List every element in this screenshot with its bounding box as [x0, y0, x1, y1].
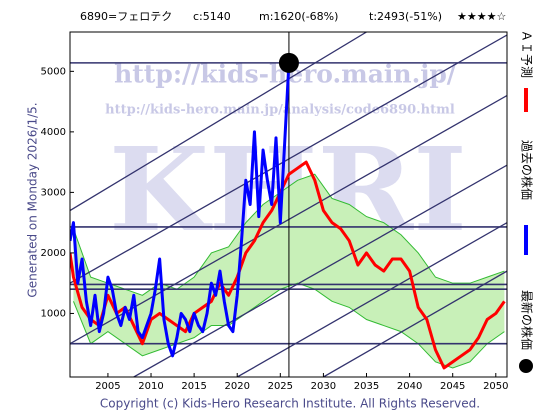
- legend-swatch: [519, 359, 533, 373]
- title-rating: ★★★★☆: [457, 10, 506, 23]
- x-tick-label: 2045: [440, 381, 465, 392]
- x-tick-label: 2040: [397, 381, 422, 392]
- x-tick-label: 2015: [181, 381, 206, 392]
- y-tick-label: 2000: [41, 248, 66, 259]
- trend-line: [236, 222, 507, 377]
- series-line: [70, 62, 291, 358]
- x-tick-label: 2050: [483, 381, 508, 392]
- generated-date: Generated on Monday 2026/1/5.: [26, 102, 40, 297]
- x-tick-label: 2005: [95, 381, 120, 392]
- x-tick-label: 2010: [138, 381, 163, 392]
- x-tick-label: 2025: [268, 381, 293, 392]
- title-current: c:5140: [193, 10, 231, 23]
- title-median: m:1620(-68%): [259, 10, 338, 23]
- x-tick-label: 2035: [354, 381, 379, 392]
- legend-label: 最新の株価: [520, 290, 535, 350]
- plot-area: [70, 32, 507, 377]
- y-tick-label: 4000: [41, 127, 66, 138]
- trend-line: [70, 32, 367, 212]
- copyright: Copyright (c) Kids-Hero Research Institu…: [100, 397, 480, 411]
- y-tick-label: 1000: [41, 308, 66, 319]
- x-tick-label: 2020: [224, 381, 249, 392]
- y-tick-label: 5000: [41, 66, 66, 77]
- series-line: [70, 160, 506, 370]
- title-code: 6890=フェロテク: [80, 10, 172, 23]
- latest-point: [278, 52, 299, 73]
- plot-frame: [69, 31, 508, 378]
- legend-label: ＡＩ予測: [520, 30, 534, 78]
- trend-line: [133, 164, 507, 377]
- legend-label: 過去の株価: [520, 140, 535, 200]
- y-tick-label: 3000: [41, 187, 66, 198]
- x-tick-label: 2030: [311, 381, 336, 392]
- title-target: t:2493(-51%): [369, 10, 442, 23]
- watermark-url: http://kids-hero.main.jp/analysis/code68…: [105, 103, 455, 118]
